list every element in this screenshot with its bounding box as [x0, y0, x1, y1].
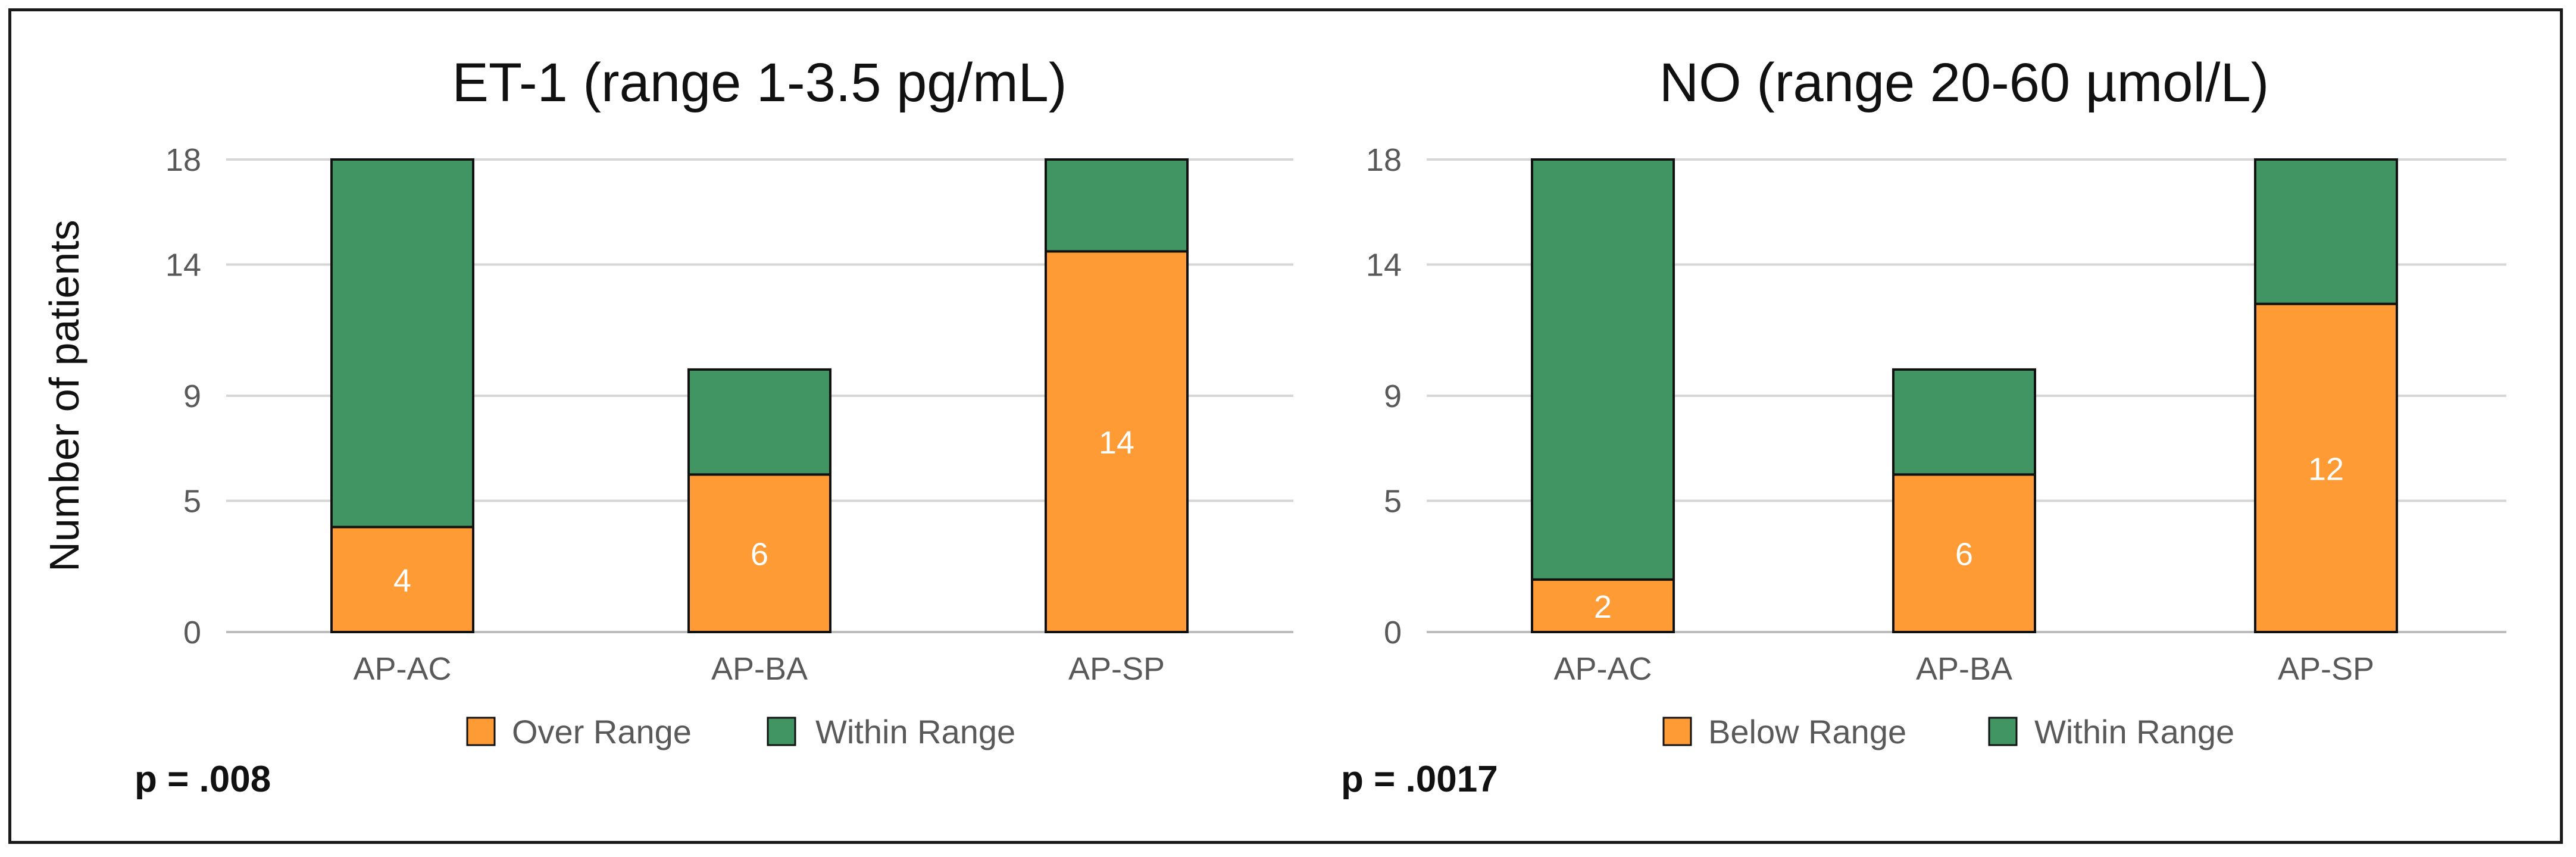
x-tick-label: AP-BA [1916, 651, 2012, 687]
bar-within-range-ap-sp [1045, 158, 1189, 253]
y-tick-label: 5 [183, 483, 201, 519]
legend-label: Within Range [815, 713, 1015, 750]
x-tick-label: AP-SP [2278, 651, 2374, 687]
data-label: 6 [751, 537, 768, 573]
bar-over-range-ap-ac [330, 526, 474, 633]
legend-label: Below Range [1708, 713, 1906, 750]
y-tick-label: 9 [1384, 379, 1402, 414]
x-tick-label: AP-AC [1553, 651, 1652, 687]
bar-below-range-ap-sp [2254, 302, 2398, 634]
bar-below-range-ap-ba [1892, 473, 2036, 633]
legend-label: Within Range [2034, 713, 2234, 750]
legend-swatch [1988, 717, 2018, 746]
y-tick-label: 18 [165, 142, 201, 178]
p-value-annotation: p = .008 [135, 759, 271, 800]
y-tick-label: 5 [1384, 483, 1402, 519]
legend-swatch [1662, 717, 1692, 746]
data-label: 12 [2308, 451, 2344, 487]
y-tick-label: 0 [183, 615, 201, 650]
chart-title: NO (range 20-60 µmol/L) [1659, 52, 2269, 113]
legend-label: Over Range [512, 713, 692, 750]
bar-within-range-ap-ba [687, 368, 831, 476]
x-tick-label: AP-SP [1068, 651, 1165, 687]
y-tick-label: 14 [1366, 247, 1402, 283]
p-value-annotation: p = .0017 [1341, 759, 1498, 800]
legend-swatch [767, 717, 796, 746]
bar-within-range-ap-ac [1531, 158, 1675, 581]
y-tick-label: 18 [1366, 142, 1402, 178]
y-axis-label: Number of patients [41, 220, 87, 571]
bar-below-range-ap-ac [1531, 578, 1675, 633]
bar-within-range-ap-sp [2254, 158, 2398, 305]
chart-panel-2: NO (range 20-60 µmol/L) 0 5 9 14 18 2 AP-AC 6 AP-… [1341, 52, 2506, 800]
x-tick-label: AP-BA [711, 651, 808, 687]
data-label: 14 [1099, 425, 1134, 461]
bar-within-range-ap-ac [330, 158, 474, 528]
y-tick-label: 0 [1384, 615, 1402, 650]
y-tick-label: 9 [183, 379, 201, 414]
chart-panel-1: ET-1 (range 1-3.5 pg/mL) Number of patien… [41, 52, 1293, 800]
x-tick-label: AP-AC [353, 651, 451, 687]
chart-title: ET-1 (range 1-3.5 pg/mL) [452, 52, 1067, 113]
bar-within-range-ap-ba [1892, 368, 2036, 476]
legend-swatch [466, 717, 496, 746]
data-label: 4 [393, 563, 411, 599]
y-tick-label: 14 [165, 247, 201, 283]
data-label: 6 [1955, 537, 1973, 573]
data-label: 2 [1594, 589, 1612, 625]
